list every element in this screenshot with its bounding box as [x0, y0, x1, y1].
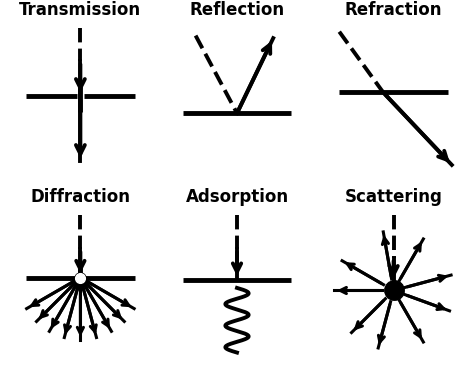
Title: Diffraction: Diffraction	[30, 189, 130, 207]
Title: Transmission: Transmission	[19, 1, 141, 19]
Title: Refraction: Refraction	[345, 1, 442, 19]
Title: Reflection: Reflection	[190, 1, 284, 19]
Title: Adsorption: Adsorption	[185, 189, 289, 207]
Title: Scattering: Scattering	[345, 189, 443, 207]
